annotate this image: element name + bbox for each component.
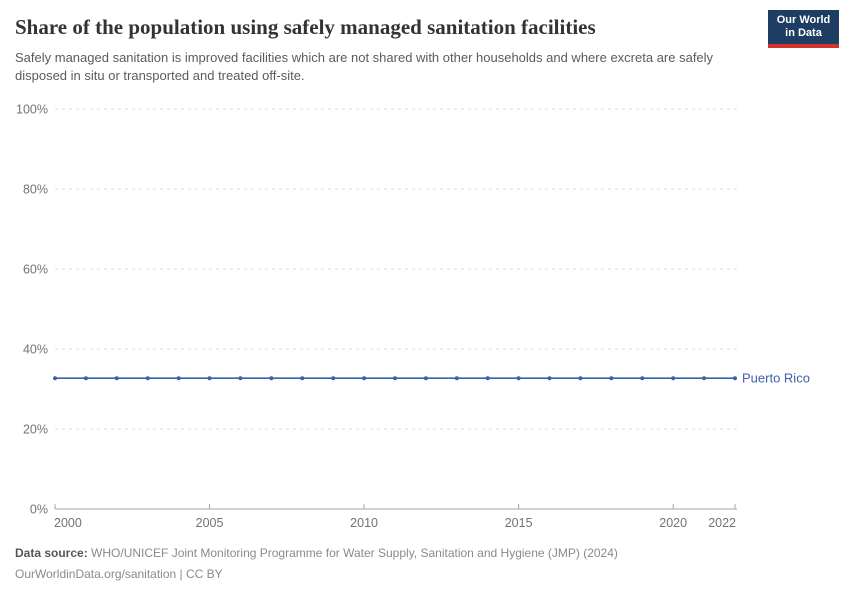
chart-plot-area: 0% 20% 40% 60% 80% 100% 2000 2005 2010 2015 2020 20… <box>0 95 850 540</box>
data-point[interactable] <box>547 376 552 381</box>
data-point[interactable] <box>702 376 707 381</box>
data-point[interactable] <box>53 376 57 381</box>
data-point[interactable] <box>83 376 88 381</box>
data-point[interactable] <box>485 376 490 381</box>
chart-svg: 0% 20% 40% 60% 80% 100% 2000 2005 2010 2015 2020 20… <box>16 103 810 531</box>
owid-logo: Our World in Data <box>768 10 839 48</box>
data-point[interactable] <box>671 376 676 381</box>
x-axis-label: 2020 <box>659 516 687 530</box>
data-point[interactable] <box>331 376 336 381</box>
license-line: OurWorldinData.org/sanitation | CC BY <box>15 567 223 581</box>
y-axis-label: 80% <box>23 183 48 197</box>
x-axis-label: 2015 <box>505 516 533 530</box>
data-point[interactable] <box>516 376 521 381</box>
data-point[interactable] <box>454 376 459 381</box>
data-source-text: WHO/UNICEF Joint Monitoring Programme fo… <box>91 546 618 560</box>
chart-footer: Data source: WHO/UNICEF Joint Monitoring… <box>15 543 618 585</box>
data-point[interactable] <box>176 376 181 381</box>
data-point[interactable] <box>238 376 243 381</box>
data-point[interactable] <box>145 376 150 381</box>
x-axis-label: 2000 <box>54 516 82 530</box>
y-axis-label: 0% <box>30 503 48 517</box>
y-axis-label: 60% <box>23 263 48 277</box>
x-axis-label: 2005 <box>196 516 224 530</box>
series-label[interactable]: Puerto Rico <box>742 371 810 386</box>
data-point[interactable] <box>423 376 428 381</box>
x-axis-label: 2022 <box>708 516 736 530</box>
chart-header: Share of the population using safely man… <box>0 0 850 85</box>
data-point[interactable] <box>300 376 305 381</box>
data-point[interactable] <box>733 376 737 381</box>
chart-subtitle: Safely managed sanitation is improved fa… <box>15 50 714 83</box>
data-point[interactable] <box>207 376 212 381</box>
data-point[interactable] <box>578 376 583 381</box>
owid-logo-text: Our World in Data <box>776 14 831 39</box>
y-axis-label: 20% <box>23 423 48 437</box>
data-source-line: Data source: WHO/UNICEF Joint Monitoring… <box>15 543 618 564</box>
y-axis-label: 40% <box>23 343 48 357</box>
data-point[interactable] <box>609 376 614 381</box>
data-point[interactable] <box>393 376 397 381</box>
x-axis-label: 2010 <box>350 516 378 530</box>
data-point[interactable] <box>362 376 367 381</box>
page-title: Share of the population using safely man… <box>15 15 596 39</box>
data-point[interactable] <box>640 376 645 381</box>
data-point[interactable] <box>114 376 119 381</box>
data-source-label: Data source: <box>15 546 88 560</box>
y-axis-label: 100% <box>16 103 48 117</box>
data-point[interactable] <box>269 376 274 381</box>
